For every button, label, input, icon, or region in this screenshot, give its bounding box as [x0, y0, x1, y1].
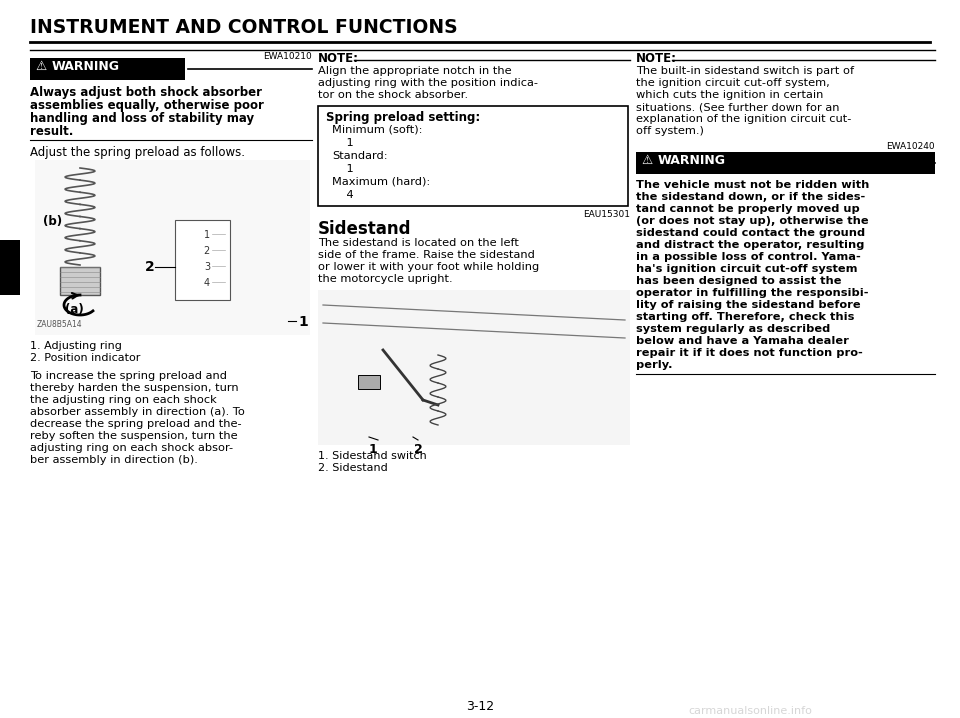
- Text: Adjust the spring preload as follows.: Adjust the spring preload as follows.: [30, 146, 245, 159]
- Text: (or does not stay up), otherwise the: (or does not stay up), otherwise the: [636, 216, 869, 226]
- Bar: [60, 267, 100, 295]
- Text: 2: 2: [145, 260, 155, 274]
- Text: assemblies equally, otherwise poor: assemblies equally, otherwise poor: [30, 99, 264, 112]
- Text: 2. Position indicator: 2. Position indicator: [30, 353, 140, 363]
- Text: 1: 1: [369, 443, 377, 456]
- Text: carmanualsonline.info: carmanualsonline.info: [688, 706, 812, 716]
- Text: sidestand could contact the ground: sidestand could contact the ground: [636, 228, 865, 238]
- Text: Standard:: Standard:: [332, 151, 388, 161]
- Bar: [35, 160, 310, 335]
- Text: side of the frame. Raise the sidestand: side of the frame. Raise the sidestand: [318, 250, 535, 260]
- Text: starting off. Therefore, check this: starting off. Therefore, check this: [636, 312, 854, 322]
- Text: NOTE:: NOTE:: [318, 52, 359, 65]
- Bar: [358, 375, 380, 389]
- Text: 4: 4: [332, 190, 353, 200]
- Bar: [318, 290, 630, 445]
- Text: perly.: perly.: [636, 360, 673, 370]
- Text: 1: 1: [298, 315, 308, 329]
- Text: the ignition circuit cut-off system,: the ignition circuit cut-off system,: [636, 78, 829, 88]
- Text: 4: 4: [204, 278, 210, 288]
- Text: ZAU8B5A14: ZAU8B5A14: [37, 320, 83, 329]
- Text: result.: result.: [30, 125, 73, 138]
- Text: Sidestand: Sidestand: [318, 220, 412, 238]
- Text: ⚠: ⚠: [641, 154, 652, 167]
- Text: lity of raising the sidestand before: lity of raising the sidestand before: [636, 300, 860, 310]
- Text: To increase the spring preload and: To increase the spring preload and: [30, 371, 227, 381]
- Text: reby soften the suspension, turn the: reby soften the suspension, turn the: [30, 431, 238, 441]
- Text: the adjusting ring on each shock: the adjusting ring on each shock: [30, 395, 217, 405]
- Text: 1: 1: [332, 164, 353, 174]
- Text: adjusting ring with the position indica-: adjusting ring with the position indica-: [318, 78, 538, 88]
- Text: ⚠: ⚠: [35, 60, 46, 73]
- Text: in a possible loss of control. Yama-: in a possible loss of control. Yama-: [636, 252, 861, 262]
- Text: ha's ignition circuit cut-off system: ha's ignition circuit cut-off system: [636, 264, 857, 274]
- Text: The built-in sidestand switch is part of: The built-in sidestand switch is part of: [636, 66, 854, 76]
- Text: 1: 1: [204, 230, 210, 240]
- Text: repair it if it does not function pro-: repair it if it does not function pro-: [636, 348, 863, 358]
- Text: which cuts the ignition in certain: which cuts the ignition in certain: [636, 90, 824, 100]
- Bar: [0, 240, 20, 295]
- Text: Align the appropriate notch in the: Align the appropriate notch in the: [318, 66, 512, 76]
- Text: 3: 3: [204, 262, 210, 272]
- Text: The vehicle must not be ridden with: The vehicle must not be ridden with: [636, 180, 870, 190]
- Text: Minimum (soft):: Minimum (soft):: [332, 125, 422, 135]
- Bar: [636, 152, 935, 174]
- Text: Maximum (hard):: Maximum (hard):: [332, 177, 430, 187]
- Text: or lower it with your foot while holding: or lower it with your foot while holding: [318, 262, 540, 272]
- Text: thereby harden the suspension, turn: thereby harden the suspension, turn: [30, 383, 239, 393]
- Text: 2: 2: [414, 443, 422, 456]
- Text: handling and loss of stability may: handling and loss of stability may: [30, 112, 254, 125]
- Text: 1. Sidestand switch: 1. Sidestand switch: [318, 451, 427, 461]
- Text: below and have a Yamaha dealer: below and have a Yamaha dealer: [636, 336, 849, 346]
- Text: (a): (a): [65, 303, 84, 316]
- Text: operator in fulfilling the responsibi-: operator in fulfilling the responsibi-: [636, 288, 869, 298]
- Text: decrease the spring preload and the-: decrease the spring preload and the-: [30, 419, 242, 429]
- Bar: [318, 106, 628, 206]
- Text: ber assembly in direction (b).: ber assembly in direction (b).: [30, 455, 198, 465]
- Text: 1. Adjusting ring: 1. Adjusting ring: [30, 341, 122, 351]
- Text: tor on the shock absorber.: tor on the shock absorber.: [318, 90, 468, 100]
- Text: EWA10240: EWA10240: [886, 142, 935, 151]
- Text: explanation of the ignition circuit cut-: explanation of the ignition circuit cut-: [636, 114, 852, 124]
- Text: 1: 1: [332, 138, 353, 148]
- Text: adjusting ring on each shock absor-: adjusting ring on each shock absor-: [30, 443, 233, 453]
- Text: 3: 3: [5, 261, 14, 274]
- Text: has been designed to assist the: has been designed to assist the: [636, 276, 842, 286]
- Text: situations. (See further down for an: situations. (See further down for an: [636, 102, 839, 112]
- Text: INSTRUMENT AND CONTROL FUNCTIONS: INSTRUMENT AND CONTROL FUNCTIONS: [30, 18, 458, 37]
- Text: the sidestand down, or if the sides-: the sidestand down, or if the sides-: [636, 192, 865, 202]
- Text: NOTE:: NOTE:: [636, 52, 677, 65]
- Text: WARNING: WARNING: [52, 60, 120, 73]
- Text: off system.): off system.): [636, 126, 704, 136]
- Text: tand cannot be properly moved up: tand cannot be properly moved up: [636, 204, 860, 214]
- Text: 3-12: 3-12: [466, 700, 494, 713]
- Bar: [30, 58, 185, 80]
- Text: (b): (b): [43, 215, 62, 228]
- Bar: [175, 220, 230, 300]
- Text: Always adjust both shock absorber: Always adjust both shock absorber: [30, 86, 262, 99]
- Text: the motorcycle upright.: the motorcycle upright.: [318, 274, 452, 284]
- Text: system regularly as described: system regularly as described: [636, 324, 830, 334]
- Text: EWA10210: EWA10210: [263, 52, 312, 61]
- Text: WARNING: WARNING: [658, 154, 726, 167]
- Text: absorber assembly in direction (a). To: absorber assembly in direction (a). To: [30, 407, 245, 417]
- Text: Spring preload setting:: Spring preload setting:: [326, 111, 480, 124]
- Text: 2. Sidestand: 2. Sidestand: [318, 463, 388, 473]
- Text: and distract the operator, resulting: and distract the operator, resulting: [636, 240, 864, 250]
- Text: The sidestand is located on the left: The sidestand is located on the left: [318, 238, 518, 248]
- Text: 2: 2: [204, 246, 210, 256]
- Text: EAU15301: EAU15301: [583, 210, 630, 219]
